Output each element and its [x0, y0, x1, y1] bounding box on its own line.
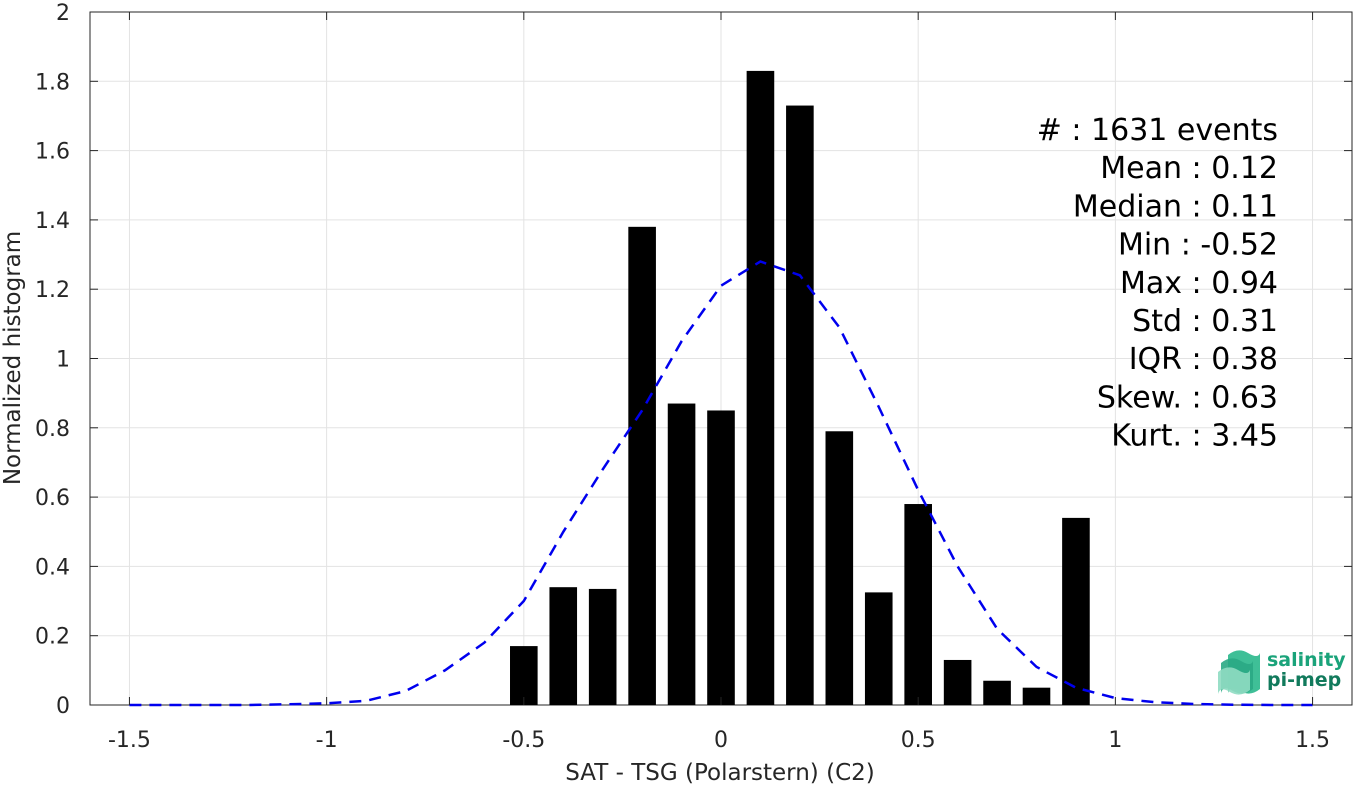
x-axis-ticks: -1.5 -1 -0.5 0 0.5 1 1.5	[108, 12, 1330, 753]
logo-text-pi-mep: pi-mep	[1267, 669, 1341, 691]
x-tick-label: 0	[714, 728, 728, 753]
y-tick-label: 0.4	[35, 555, 70, 580]
histogram-bar	[943, 659, 972, 705]
y-tick-label: 0.8	[35, 417, 70, 442]
y-tick-label: 1.4	[35, 209, 70, 234]
x-tick-label: 1.5	[1295, 728, 1330, 753]
y-tick-label: 0.6	[35, 486, 70, 511]
histogram-bar	[707, 410, 735, 705]
stats-line: Median : 0.11	[1073, 189, 1278, 224]
y-axis-ticks: 0 0.2 0.4 0.6 0.8 1 1.2 1.4 1.6 1.8 2	[35, 1, 1352, 719]
y-tick-label: 0	[56, 694, 70, 719]
histogram-bar	[983, 680, 1011, 705]
x-tick-label: -1	[316, 728, 338, 753]
y-tick-label: 1	[56, 348, 70, 373]
histogram-bar	[1062, 517, 1090, 705]
histogram-bar	[667, 403, 696, 705]
histogram-bar	[904, 504, 932, 705]
stats-line: IQR : 0.38	[1129, 342, 1278, 377]
stats-line: Max : 0.94	[1120, 266, 1278, 301]
x-tick-label: -0.5	[502, 728, 545, 753]
histogram-bar	[825, 431, 854, 705]
histogram-bar	[549, 587, 578, 705]
histogram-bar	[588, 588, 617, 705]
logo-text-salinity: salinity	[1267, 649, 1346, 671]
stats-line: Kurt. : 3.45	[1111, 419, 1278, 454]
histogram-bar	[1022, 687, 1051, 705]
y-tick-label: 0.2	[35, 625, 70, 650]
histogram-bar	[746, 70, 775, 705]
histogram-bar	[864, 592, 893, 705]
histogram-bars	[510, 70, 1090, 706]
logo-waves-icon	[1218, 650, 1260, 695]
stats-line: Min : -0.52	[1118, 228, 1278, 263]
histogram-bar	[510, 646, 538, 705]
y-tick-label: 2	[56, 1, 70, 26]
histogram-bar	[786, 105, 814, 706]
stats-line: Mean : 0.12	[1100, 151, 1278, 186]
stats-line: Skew. : 0.63	[1097, 380, 1278, 415]
y-tick-label: 1.2	[35, 278, 70, 303]
histogram-bar	[628, 226, 656, 705]
x-tick-label: -1.5	[108, 728, 151, 753]
y-axis-label: Normalized histogram	[0, 231, 26, 485]
salinity-pi-mep-logo: salinity pi-mep	[1218, 649, 1346, 695]
y-tick-label: 1.6	[35, 140, 70, 165]
x-tick-label: 1	[1108, 728, 1122, 753]
x-tick-label: 0.5	[901, 728, 936, 753]
stats-line: # : 1631 events	[1037, 113, 1278, 148]
y-tick-label: 1.8	[35, 70, 70, 95]
stats-line: Std : 0.31	[1132, 304, 1278, 339]
x-axis-label: SAT - TSG (Polarstern) (C2)	[565, 760, 874, 785]
